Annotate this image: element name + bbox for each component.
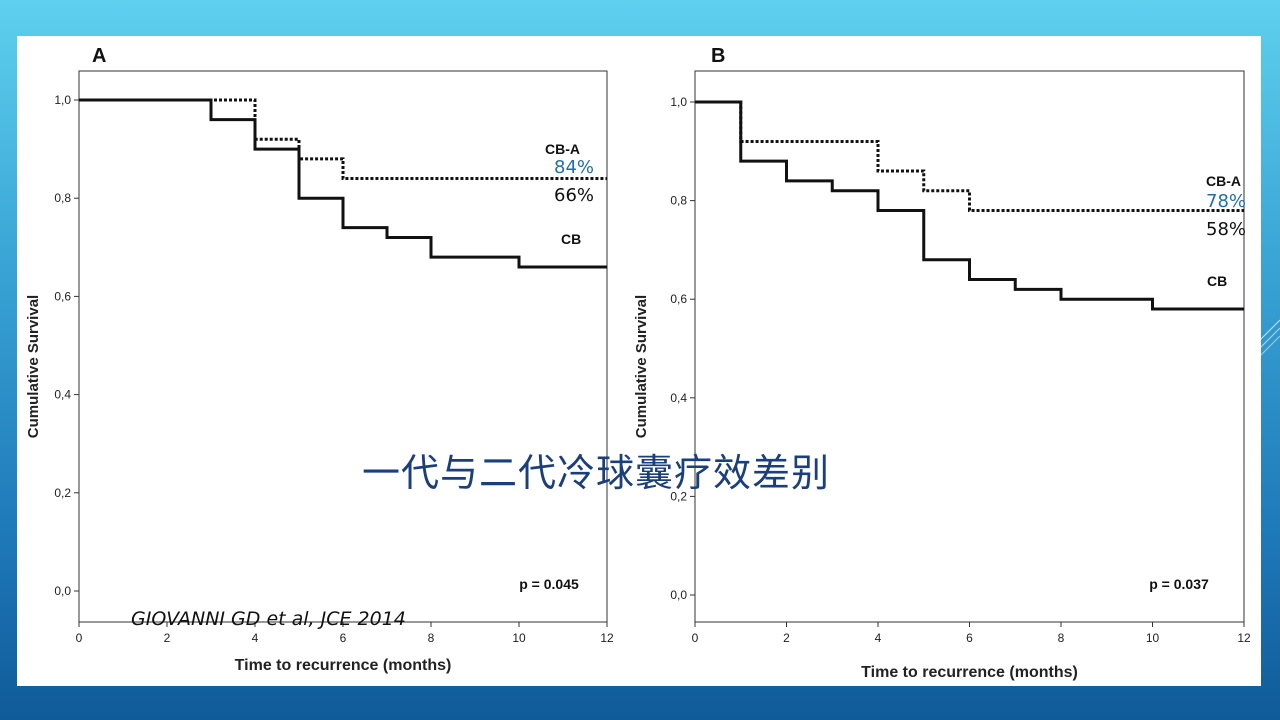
x-axis-label: Time to recurrence (months)	[235, 657, 452, 674]
plot-frame	[694, 70, 1245, 623]
panel-label: B	[711, 45, 725, 67]
curve-cb	[79, 98, 607, 269]
x-tick-label: 2	[783, 631, 790, 645]
y-tick-label: 0,8	[54, 191, 71, 205]
y-tick-label: 0,2	[54, 486, 71, 500]
x-tick-label: 12	[1237, 631, 1251, 645]
y-tick-label: 1,0	[670, 95, 687, 109]
y-axis-label: Cumulative Survival	[25, 295, 42, 438]
series-label-cba: CB-A	[1206, 173, 1241, 189]
p-value-label: p = 0.045	[519, 576, 579, 592]
y-axis-label: Cumulative Survival	[633, 295, 650, 438]
x-tick-label: 8	[428, 631, 435, 645]
x-tick-label: 12	[600, 631, 614, 645]
y-tick-label: 0,2	[670, 489, 687, 503]
curve-cb	[695, 100, 1244, 311]
plot-frame	[78, 70, 608, 623]
y-tick-label: 0,0	[670, 588, 687, 602]
series-label-cb: CB	[561, 231, 581, 247]
curve-cba	[695, 100, 1244, 212]
x-tick-label: 10	[512, 631, 526, 645]
x-tick-label: 4	[252, 631, 259, 645]
p-value-label: p = 0.037	[1149, 576, 1209, 592]
curve-cba	[79, 98, 607, 181]
x-axis-label: Time to recurrence (months)	[861, 664, 1078, 681]
citation-text: GIOVANNI GD et al, JCE 2014	[131, 608, 406, 630]
x-tick-label: 6	[966, 631, 973, 645]
y-tick-label: 0,8	[670, 194, 687, 208]
percent-label-cba: 78%	[1206, 191, 1246, 212]
slide-content-panel: A 0,0 0,2 0,4 0,6 0,8 1,0 0 2 4 6 8 10 12 Time to recu…	[17, 36, 1261, 686]
panel-label: A	[92, 45, 106, 67]
series-label-cb: CB	[1207, 273, 1227, 289]
x-tick-label: 10	[1146, 631, 1160, 645]
x-tick-label: 0	[76, 631, 83, 645]
y-tick-label: 1,0	[54, 93, 71, 107]
km-charts: A 0,0 0,2 0,4 0,6 0,8 1,0 0 2 4 6 8 10 12 Time to recu…	[25, 45, 1251, 681]
percent-label-cba: 84%	[554, 157, 594, 178]
y-tick-label: 0,4	[54, 388, 71, 402]
y-tick-label: 0,0	[54, 584, 71, 598]
percent-label-cb: 58%	[1206, 219, 1246, 240]
y-tick-label: 0,4	[670, 391, 687, 405]
series-label-cba: CB-A	[545, 141, 580, 157]
y-tick-label: 0,6	[54, 289, 71, 303]
x-tick-label: 6	[340, 631, 347, 645]
y-tick-label: 0,6	[670, 292, 687, 306]
percent-label-cb: 66%	[554, 185, 594, 206]
x-tick-label: 2	[164, 631, 171, 645]
slide-title: 一代与二代冷球囊疗效差别	[362, 451, 831, 495]
x-tick-label: 4	[875, 631, 882, 645]
x-tick-label: 8	[1058, 631, 1065, 645]
x-tick-label: 0	[692, 631, 699, 645]
